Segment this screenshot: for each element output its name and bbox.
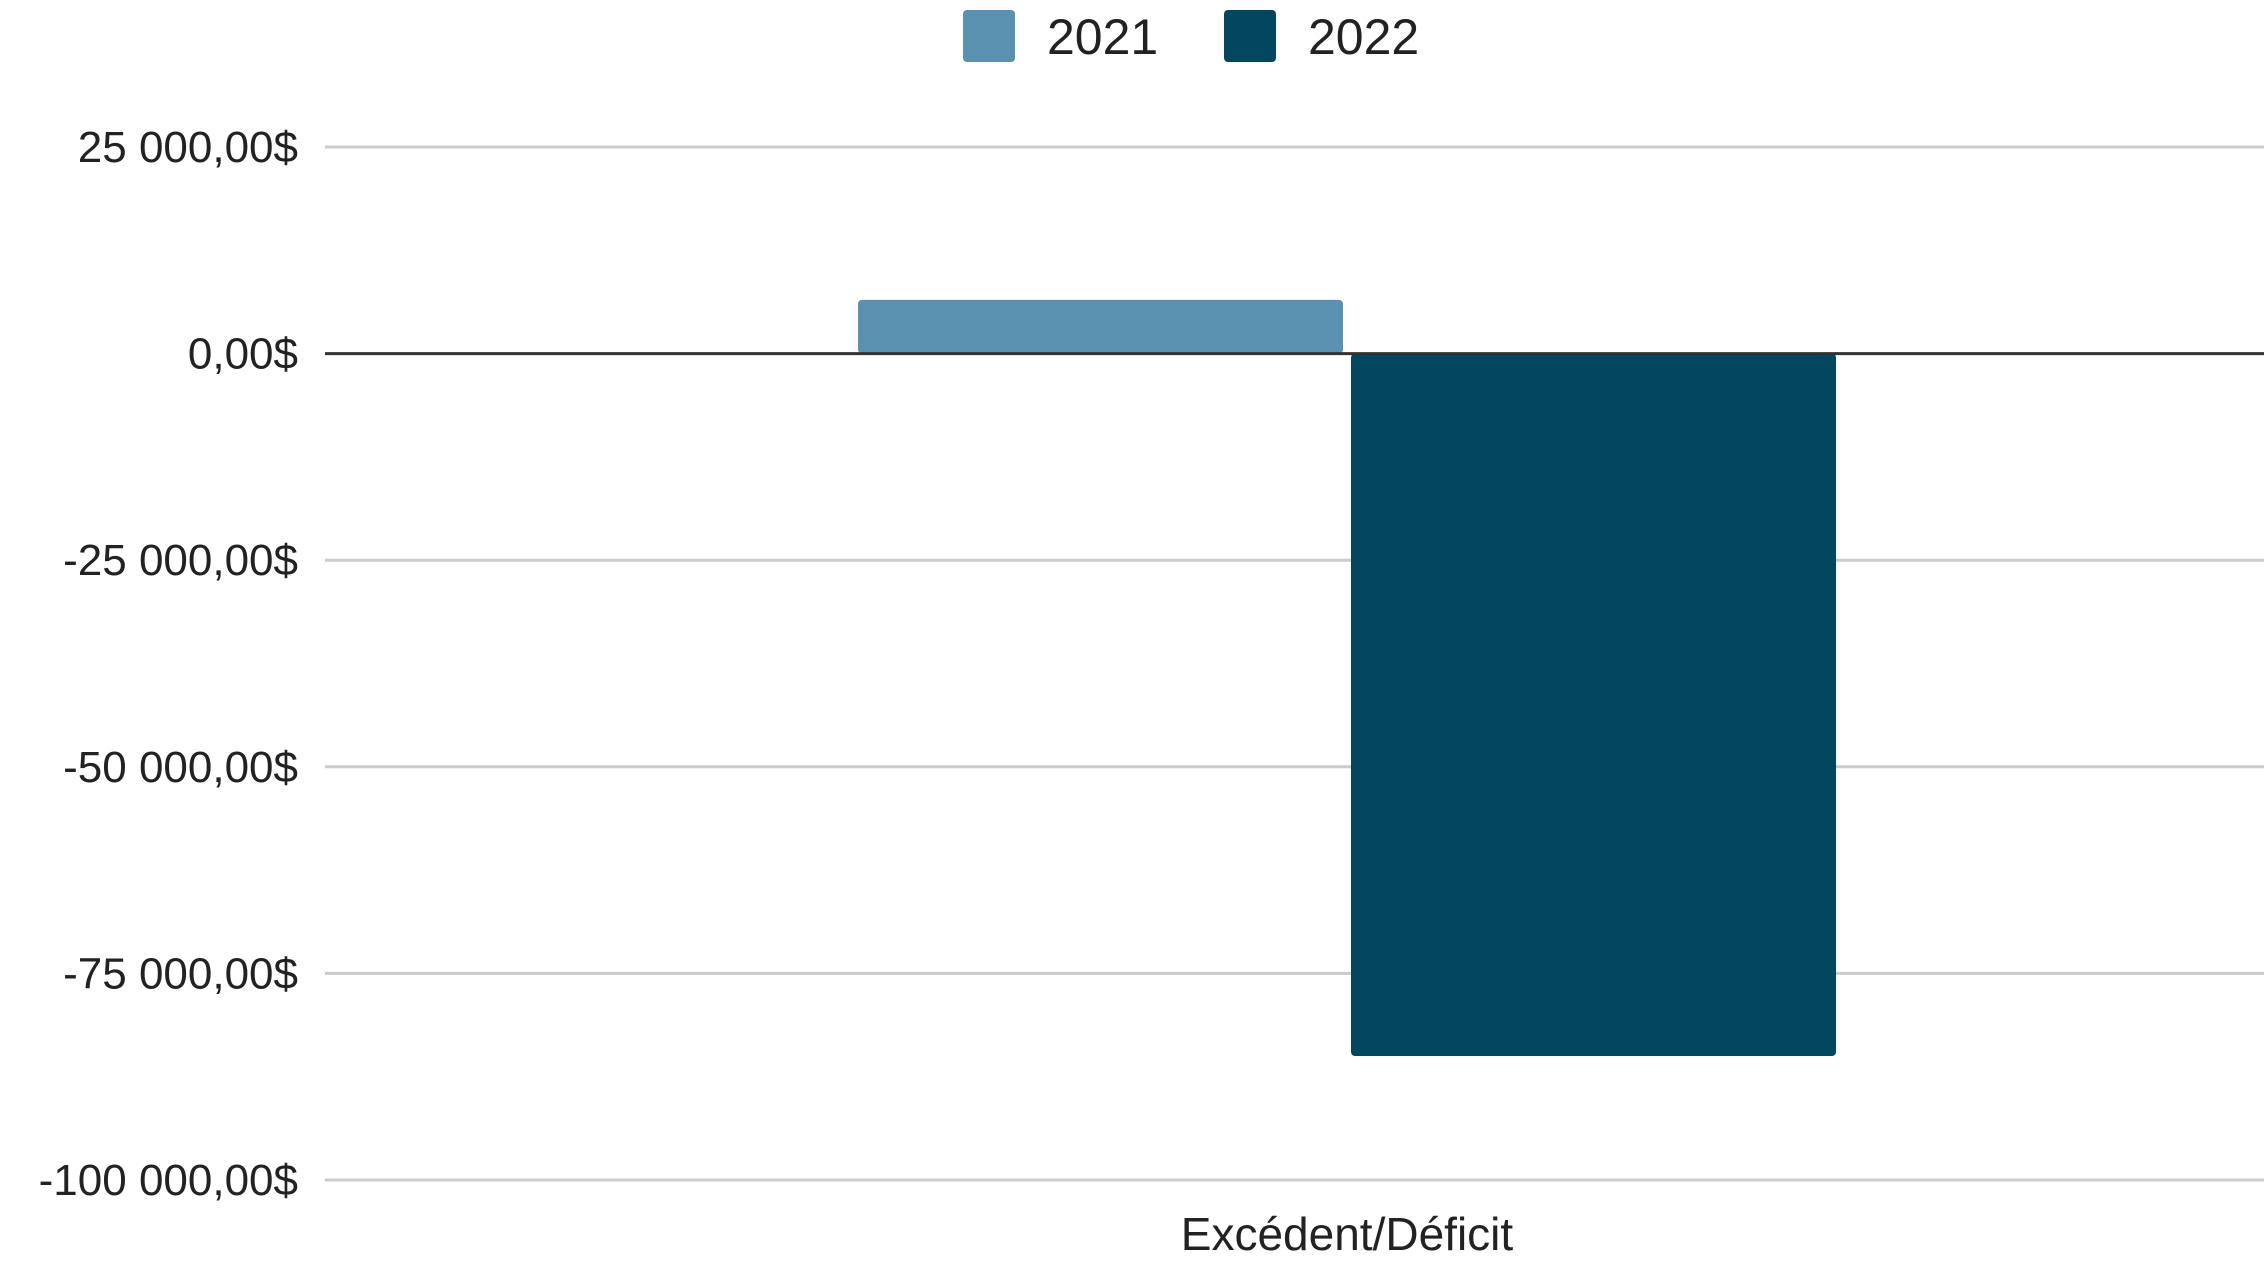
y-tick-label: -100 000,00$ <box>39 1156 298 1205</box>
legend-label: 2021 <box>1047 9 1158 65</box>
legend-swatch-2021 <box>963 10 1015 62</box>
y-tick-label: 0,00$ <box>188 330 298 379</box>
legend-swatch-2022 <box>1224 10 1276 62</box>
bar-2021[interactable] <box>858 299 1343 354</box>
y-tick-label: -25 000,00$ <box>63 536 298 585</box>
x-category-label: Excédent/Déficit <box>1181 1208 1514 1258</box>
y-tick-label: -50 000,00$ <box>63 743 298 792</box>
bar-2022[interactable] <box>1351 353 1836 1057</box>
y-axis: 25 000,00$ 0,00$ -25 000,00$ -50 000,00$ -75… <box>39 123 298 1205</box>
bars <box>858 299 1836 1057</box>
y-tick-label: -75 000,00$ <box>63 949 298 998</box>
x-axis: Excédent/Déficit <box>325 352 2264 1260</box>
legend-label: 2022 <box>1308 9 1419 65</box>
legend: 2021 2022 <box>963 9 1419 65</box>
gridlines <box>325 145 2264 1182</box>
y-tick-label: 25 000,00$ <box>78 123 298 172</box>
